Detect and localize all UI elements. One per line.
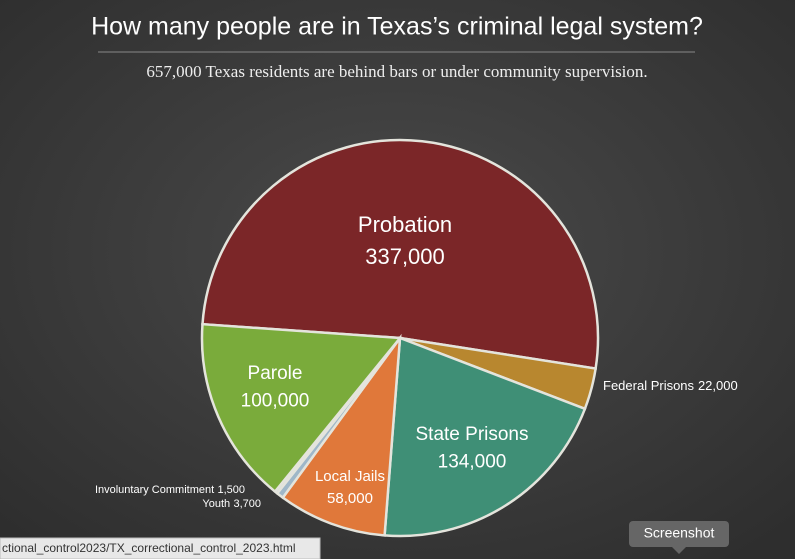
slice-label: Local Jails 58,000: [315, 468, 385, 507]
slice-value: 134,000: [438, 452, 507, 473]
slice-category: State Prisons: [416, 424, 529, 445]
slice-label: Parole 100,000: [241, 363, 310, 412]
pie-slice: [200, 322, 403, 494]
slice-category: Involuntary Commitment: [95, 484, 214, 496]
slice-value: 1,500: [217, 484, 245, 496]
slice-category: Local Jails: [315, 468, 385, 485]
slice-label: Involuntary Commitment 1,500: [95, 484, 245, 496]
slice-value: 22,000: [698, 378, 738, 393]
slice-value: 100,000: [241, 391, 310, 412]
tooltip: [629, 521, 729, 547]
slice-category: Youth: [202, 498, 230, 510]
slice-label: State Prisons 134,000: [416, 424, 529, 473]
pie-slice: [383, 336, 587, 538]
slice-category: Probation: [358, 212, 452, 237]
slice-value: 337,000: [365, 244, 445, 269]
pie-slice: [201, 138, 600, 371]
tooltip-arrow: [672, 547, 686, 554]
slice-label: Youth 3,700: [202, 498, 261, 510]
pie: [200, 138, 600, 538]
slice-category: Federal Prisons: [603, 378, 695, 393]
pie-slice: [281, 333, 402, 537]
chart-subtitle: 657,000 Texas residents are behind bars …: [146, 62, 647, 81]
chart-title: How many people are in Texas’s criminal …: [91, 13, 703, 41]
slice-value: 58,000: [327, 490, 373, 507]
tooltip-text: Screenshot: [644, 525, 715, 541]
status-bar: [0, 537, 321, 559]
slice-label: Probation 337,000: [358, 212, 452, 269]
slice-label: Federal Prisons 22,000: [603, 378, 738, 393]
labels: Probation 337,000 Federal Prisons 22,000 Sta…: [95, 212, 738, 510]
slice-value: 3,700: [233, 498, 261, 510]
status-url: ctional_control2023/TX_correctional_cont…: [2, 541, 296, 555]
slice-category: Parole: [248, 363, 303, 384]
